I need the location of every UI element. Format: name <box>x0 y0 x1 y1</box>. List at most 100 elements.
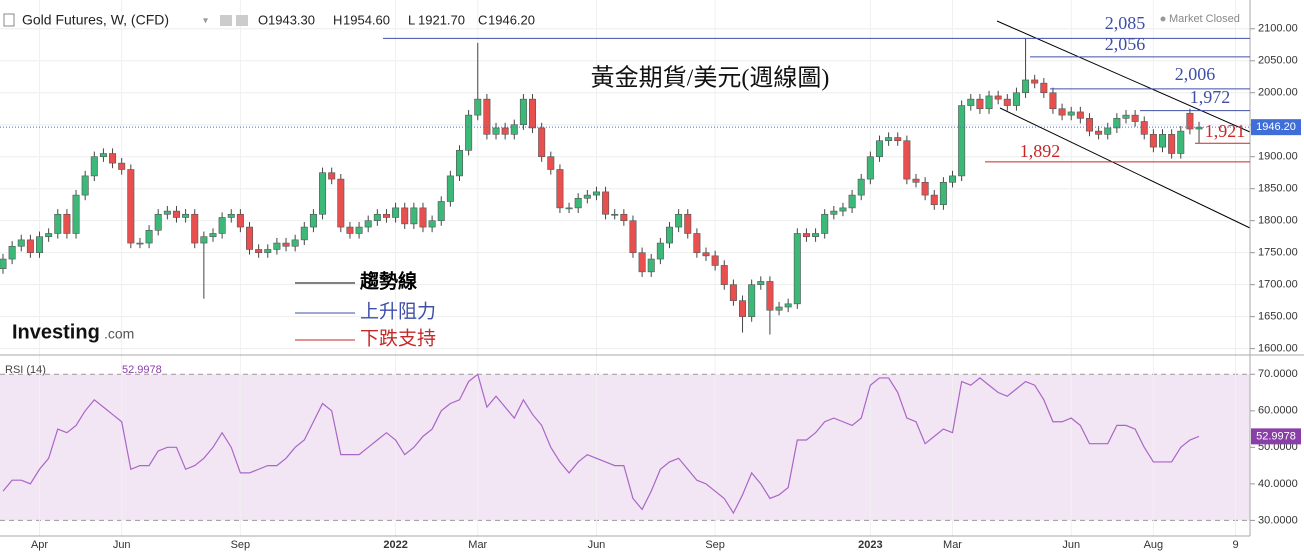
candle-body <box>1012 92 1020 106</box>
legend-label: 下跌支持 <box>360 327 436 349</box>
level-label: 1,892 <box>1020 141 1061 161</box>
y-tick-label: 1700.00 <box>1258 279 1298 291</box>
dropdown-caret[interactable]: ▾ <box>203 16 208 27</box>
candle-body <box>967 98 975 106</box>
candle-body <box>382 213 390 218</box>
x-tick-label: 2023 <box>858 539 882 551</box>
rsi-tag-label: 52.9978 <box>1256 430 1296 442</box>
candle-body <box>282 242 290 247</box>
candle-body <box>455 150 463 177</box>
symbol: Gold Futures, W, (CFD) <box>22 12 169 28</box>
candle-body <box>739 300 747 317</box>
rsi-name: RSI (14) <box>5 364 46 376</box>
x-tick-label: Mar <box>468 539 487 551</box>
candle-body <box>766 281 774 311</box>
candle-body <box>428 220 436 228</box>
candle-body <box>1149 134 1157 148</box>
candle-body <box>45 233 53 237</box>
candle-body <box>976 98 984 110</box>
candle-body <box>1177 130 1185 154</box>
candle-body <box>1122 114 1130 119</box>
candle-body <box>1067 111 1075 116</box>
candle-body <box>127 169 135 244</box>
ohlc-key: O <box>258 12 268 27</box>
level-label: 1,972 <box>1190 87 1231 107</box>
status-dot <box>1160 16 1166 22</box>
candle-body <box>401 207 409 225</box>
candle-body <box>930 194 938 205</box>
grid <box>0 0 1250 536</box>
y-tick-label: 1650.00 <box>1258 311 1298 323</box>
candle-body <box>912 178 920 183</box>
candle-body <box>720 265 728 285</box>
candle-body <box>419 207 427 228</box>
y-tick-label: 1850.00 <box>1258 183 1298 195</box>
candle-body <box>0 258 7 269</box>
candle-body <box>1186 112 1194 130</box>
candle-body <box>492 127 500 135</box>
candle-body <box>1058 108 1066 116</box>
candle-body <box>410 207 418 225</box>
candle-body <box>392 207 400 218</box>
candle-body <box>1195 126 1203 130</box>
candle-body <box>802 233 810 237</box>
last-price-label: 1946.20 <box>1256 121 1296 133</box>
ohlc-key: C <box>478 12 487 27</box>
candle-body <box>866 156 874 180</box>
candle-body <box>1104 127 1112 135</box>
candle-body <box>711 255 719 266</box>
candle-body <box>1131 114 1139 122</box>
candle-body <box>1040 82 1048 94</box>
candle-body <box>656 242 664 260</box>
rsi-band <box>0 374 1250 521</box>
candle-body <box>702 252 710 257</box>
icon[interactable] <box>236 15 248 26</box>
candle-body <box>729 284 737 301</box>
x-tick-label: 2022 <box>383 539 407 551</box>
symbol-icon[interactable] <box>3 13 15 27</box>
y-tick-label: 60.0000 <box>1258 405 1298 417</box>
marks <box>0 38 1203 515</box>
candle-body <box>1076 111 1084 119</box>
candle-body <box>1049 92 1057 110</box>
y-tick-label: 2100.00 <box>1258 23 1298 35</box>
candle-body <box>638 252 646 273</box>
candle-body <box>903 140 911 180</box>
rsi-line <box>2 373 1200 515</box>
candle-body <box>90 156 98 177</box>
icon[interactable] <box>220 15 232 26</box>
legend-label: 趨勢線 <box>359 269 417 292</box>
candle-body <box>775 306 783 311</box>
ohlc-value: 1946.20 <box>488 12 535 27</box>
candle-body <box>839 207 847 212</box>
candle-body <box>1095 130 1103 135</box>
candle-body <box>1159 134 1167 148</box>
candle-body <box>1113 118 1121 129</box>
y-tick-label: 30.0000 <box>1258 514 1298 526</box>
candle-body <box>54 213 62 234</box>
y-tick-label: 1900.00 <box>1258 151 1298 163</box>
candle-body <box>319 172 327 215</box>
candle-body <box>355 226 363 234</box>
candle-body <box>328 172 336 180</box>
annotation: 黃金期貨/美元(週線圖) <box>591 65 830 92</box>
x-tick-label: Apr <box>31 539 48 551</box>
candle-body <box>611 213 619 216</box>
y-tick-label: 40.0000 <box>1258 478 1298 490</box>
candle-body <box>255 249 263 253</box>
candle-body <box>172 210 180 218</box>
candle-body <box>1022 79 1030 94</box>
x-tick-label: Sep <box>705 539 725 551</box>
candle-body <box>583 194 591 199</box>
candle-body <box>300 226 308 241</box>
level-label: 1,921 <box>1205 121 1246 141</box>
candle-body <box>574 197 582 209</box>
candle-body <box>665 226 673 244</box>
ohlc: O 1943.30 H 1954.60 L 1921.70 C 1946.20 <box>258 12 535 27</box>
candle-body <box>346 226 354 234</box>
candle-body <box>373 213 381 221</box>
rsi-value: 52.9978 <box>122 364 162 376</box>
candle-body <box>620 213 628 221</box>
